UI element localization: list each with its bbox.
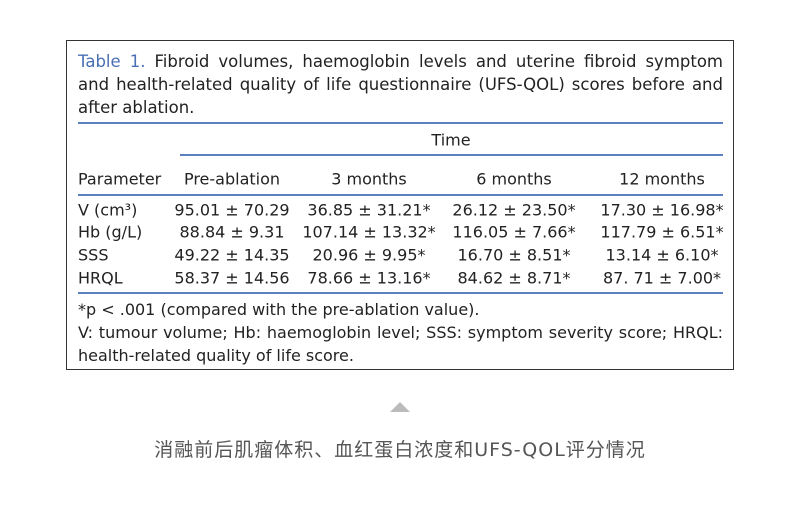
cell: 87. 71 ± 7.00* — [602, 268, 722, 288]
figure-caption: 消融前后肌瘤体积、血红蛋白浓度和UFS-QOL评分情况 — [154, 439, 646, 461]
row-header: V (cm³) — [78, 200, 138, 220]
cell: 95.01 ± 70.29 — [174, 200, 290, 220]
rule — [180, 154, 723, 156]
cell: 13.14 ± 6.10* — [605, 245, 719, 265]
row-header: Hb (g/L) — [78, 222, 143, 242]
table-caption: Fibroid volumes, haemoglobin levels and … — [78, 52, 724, 117]
cell: 116.05 ± 7.66* — [452, 222, 576, 242]
cell: 49.22 ± 14.35 — [174, 245, 290, 265]
table-caption-block: Table 1. Fibroid volumes, haemoglobin le… — [78, 50, 723, 119]
cell: 88.84 ± 9.31 — [179, 222, 285, 242]
column-header: 6 months — [476, 169, 552, 189]
cell: 17.30 ± 16.98* — [600, 200, 724, 220]
row-header: SSS — [78, 245, 109, 265]
table-label: Table 1. — [78, 52, 146, 71]
footnote: V: tumour volume; Hb: haemoglobin level;… — [78, 323, 723, 365]
footnote: *p < .001 (compared with the pre-ablatio… — [78, 300, 480, 319]
cell: 36.85 ± 31.21* — [307, 200, 431, 220]
cell: 78.66 ± 13.16* — [307, 268, 431, 288]
row-header: HRQL — [78, 268, 123, 288]
cell: 84.62 ± 8.71* — [457, 268, 571, 288]
cell: 117.79 ± 6.51* — [600, 222, 724, 242]
column-header: 12 months — [619, 169, 705, 189]
rule — [78, 122, 723, 124]
rule — [78, 292, 723, 294]
cell: 20.96 ± 9.95* — [312, 245, 426, 265]
group-header: Time — [431, 130, 471, 150]
rule — [78, 194, 723, 196]
table-frame — [66, 40, 734, 370]
cell: 16.70 ± 8.51* — [457, 245, 571, 265]
caption-marker — [390, 402, 410, 412]
column-header: 3 months — [331, 169, 407, 189]
column-header: Parameter — [78, 169, 162, 189]
cell: 58.37 ± 14.56 — [174, 268, 290, 288]
cell: 26.12 ± 23.50* — [452, 200, 576, 220]
cell: 107.14 ± 13.32* — [302, 222, 436, 242]
column-header: Pre-ablation — [183, 169, 281, 189]
